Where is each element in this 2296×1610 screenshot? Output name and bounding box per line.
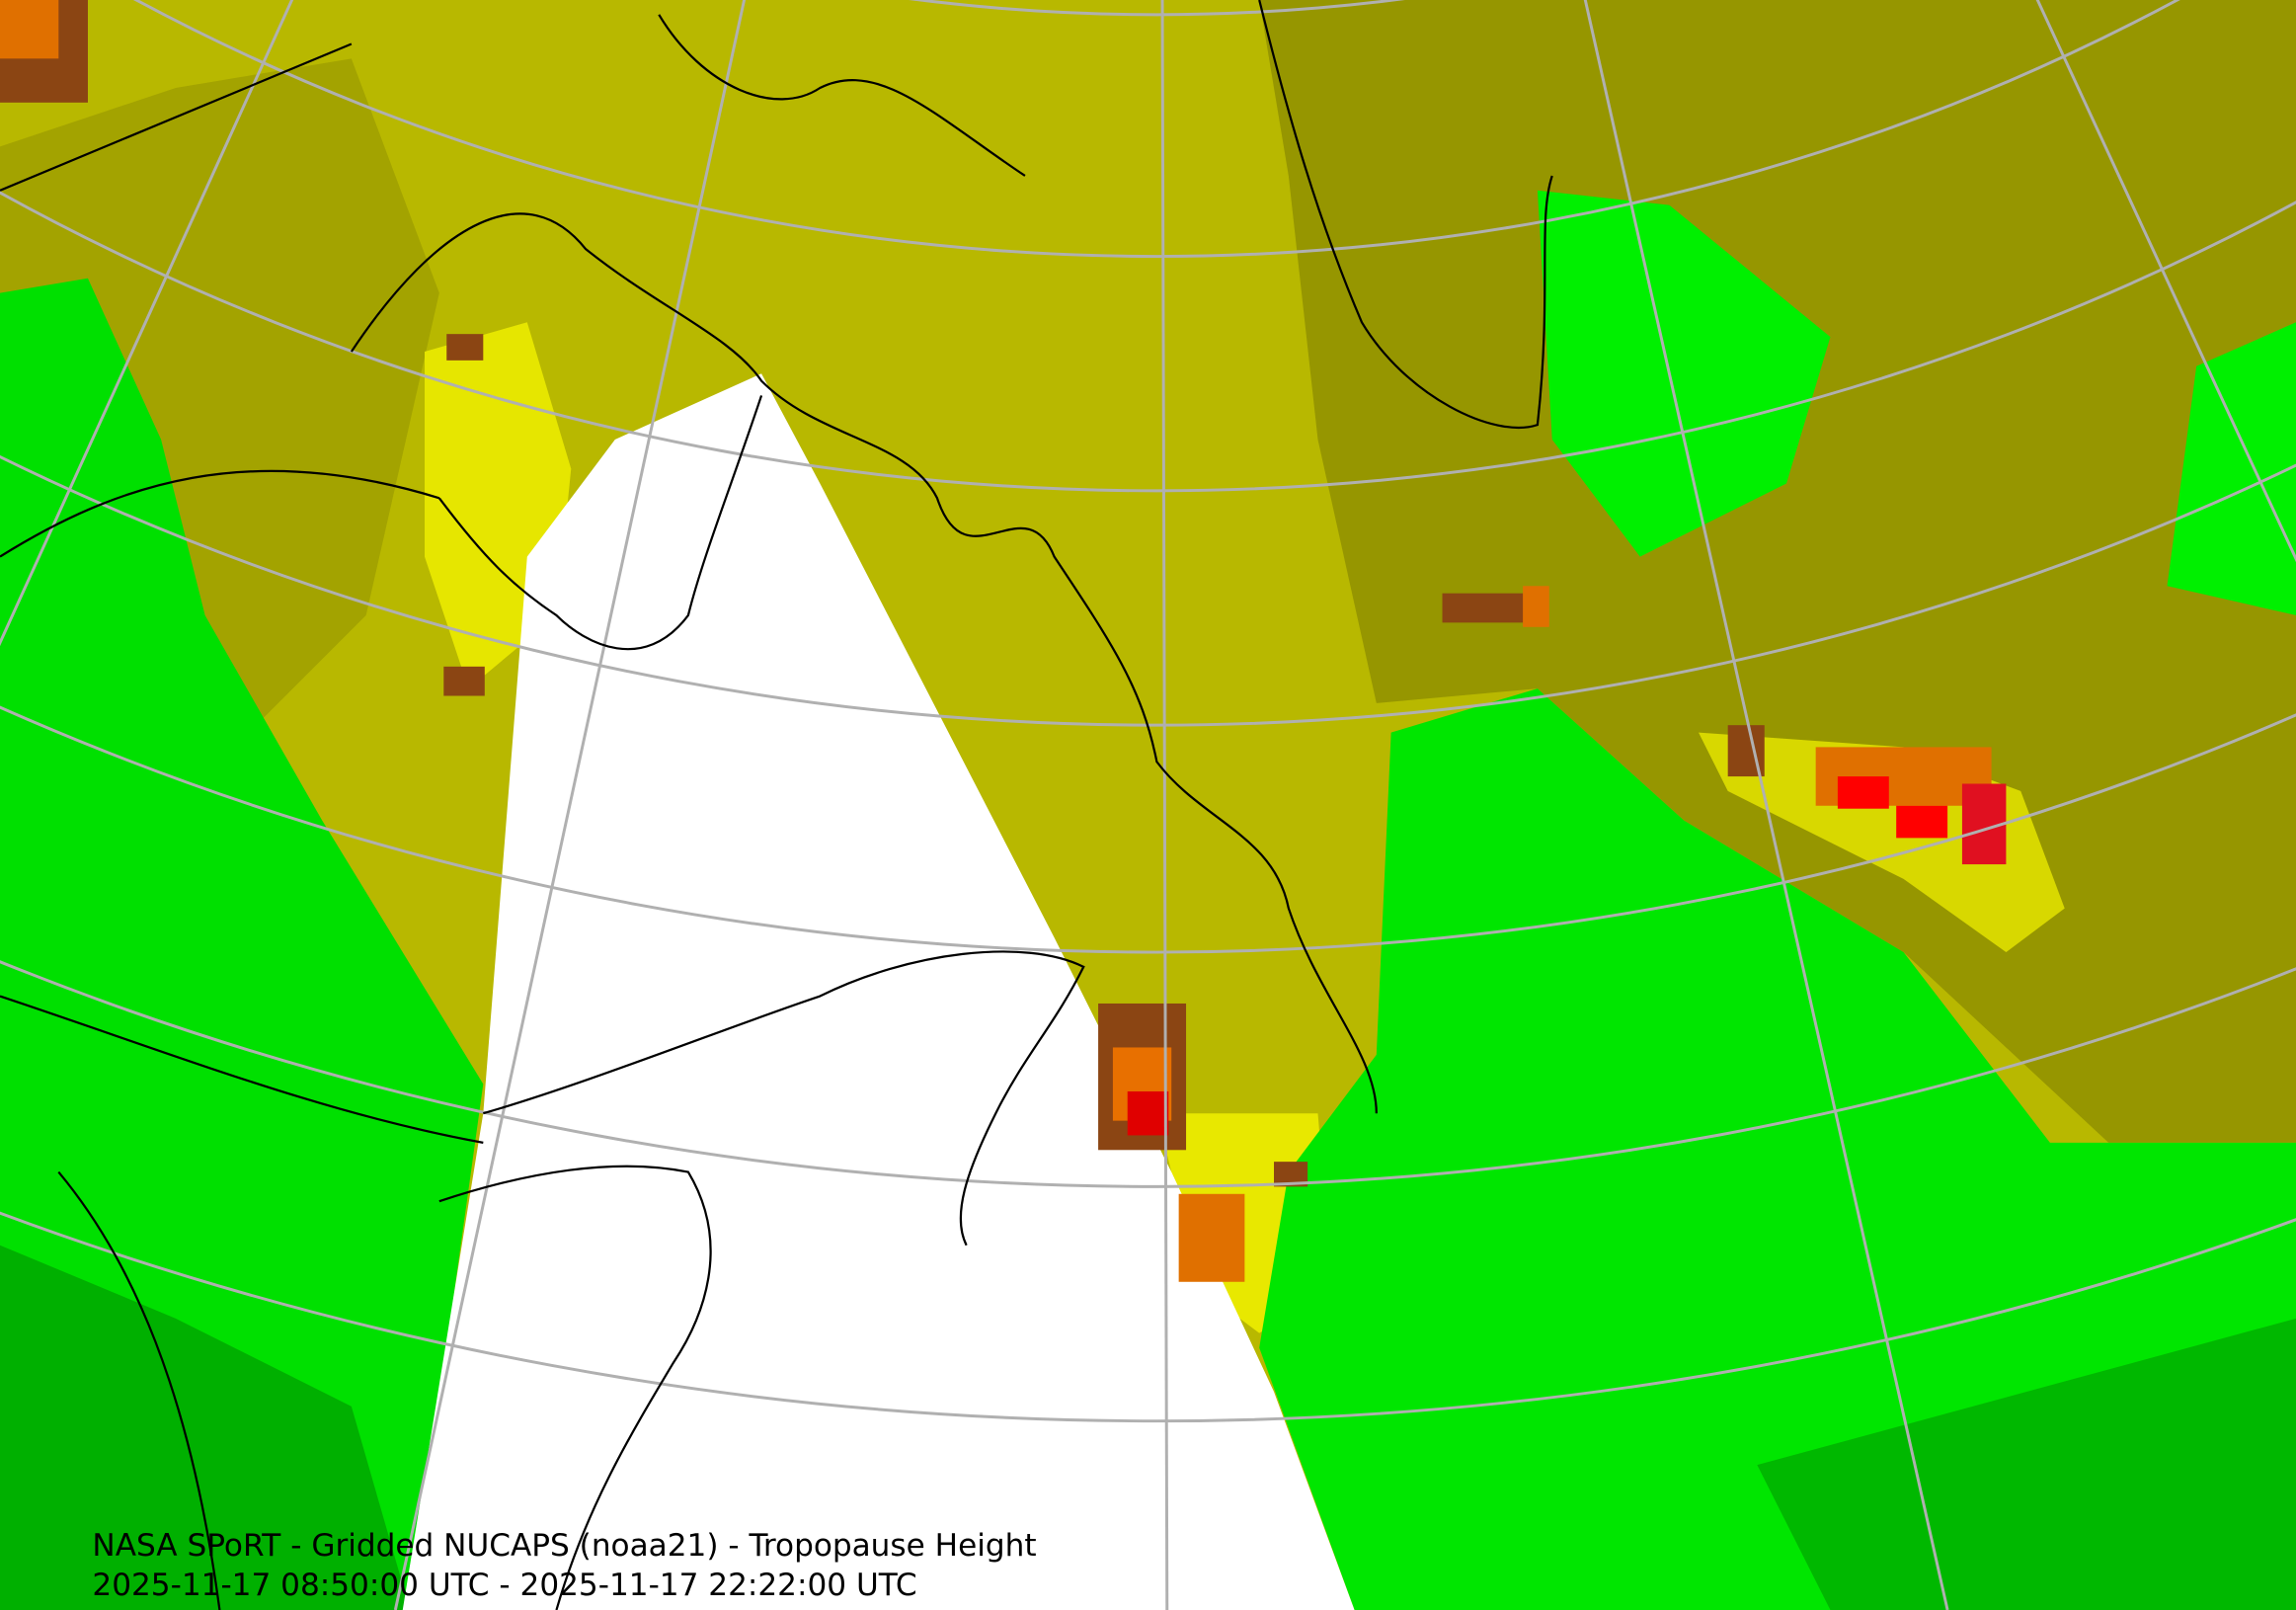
hot-spot: [1178, 1193, 1245, 1282]
no-data-swath: [402, 373, 1355, 1610]
field-green: [0, 278, 484, 1610]
caption-time-range: 2025-11-17 08:50:00 UTC - 2025-11-17 22:…: [92, 1568, 916, 1603]
field-green: [2167, 322, 2296, 615]
coastlines: [0, 0, 1553, 1610]
field-green-dark: [0, 1245, 411, 1610]
field-green: [1259, 688, 2296, 1610]
hot-spot: [1523, 586, 1549, 627]
hot-spot: [1896, 805, 1948, 839]
hot-spot: [443, 666, 485, 696]
hot-spot: [1837, 776, 1889, 809]
hot-spot: [1127, 1090, 1169, 1136]
field-green-dark: [1757, 1318, 2296, 1610]
hot-spot: [446, 334, 484, 361]
caption-title: NASA SPoRT - Gridded NUCAPS (noaa21) - T…: [92, 1528, 1036, 1564]
hot-spot: [0, 0, 59, 59]
field-green: [1537, 190, 1831, 557]
